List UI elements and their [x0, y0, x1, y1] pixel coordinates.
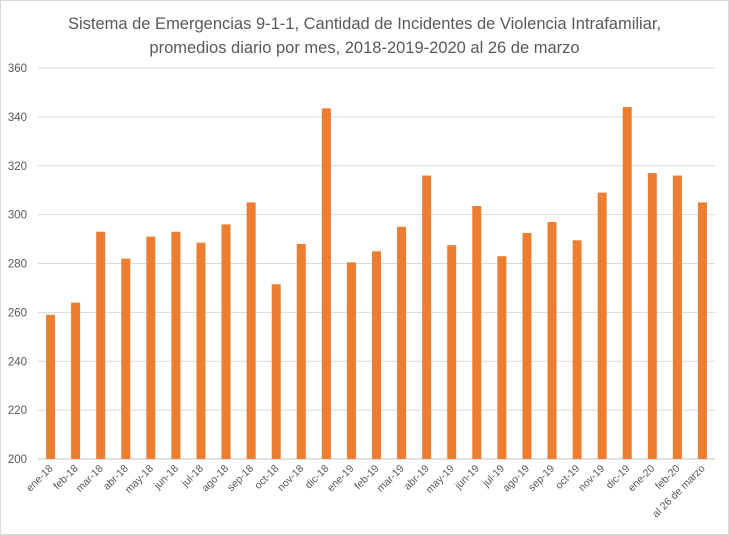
y-tick-label: 280	[8, 259, 27, 271]
x-tick-label: sep-18	[225, 463, 256, 494]
chart-title: Sistema de Emergencias 9-1-1, Cantidad d…	[67, 15, 662, 33]
bar	[622, 107, 632, 459]
y-tick-label: 340	[8, 112, 27, 124]
bar	[221, 224, 231, 459]
bar	[321, 108, 331, 460]
bar	[46, 314, 56, 459]
x-tick-label: jun-19	[452, 463, 482, 493]
y-axis: 200 220 240 260 280 300 320 340 360	[8, 63, 27, 466]
bar	[71, 302, 81, 459]
bar	[447, 245, 457, 459]
bar	[522, 232, 532, 459]
chart-title-block: Sistema de Emergencias 9-1-1, Cantidad d…	[0, 12, 729, 60]
bar	[697, 202, 707, 459]
x-tick-label: mar-18	[74, 463, 106, 495]
x-tick-label: ago-18	[200, 463, 232, 495]
y-tick-label: 300	[8, 210, 27, 222]
bar	[196, 242, 206, 459]
x-tick-label: may-19	[424, 463, 457, 496]
y-tick-label: 220	[8, 405, 27, 417]
x-tick-label: nov-19	[576, 463, 607, 494]
x-tick-label: sep-19	[526, 463, 557, 494]
bar	[271, 284, 281, 459]
y-tick-label: 240	[8, 356, 27, 368]
bar	[171, 231, 181, 459]
x-tick-label: nov-18	[275, 463, 306, 494]
bar	[397, 226, 407, 459]
x-tick-label: ene-18	[24, 463, 56, 495]
bar	[346, 262, 356, 459]
y-tick-label: 320	[8, 161, 27, 173]
bars	[46, 107, 707, 460]
y-tick-label: 360	[8, 63, 27, 75]
x-tick-label: jun-18	[151, 463, 181, 493]
y-tick-label: 260	[8, 307, 27, 319]
bar	[146, 236, 156, 459]
bar	[422, 175, 432, 459]
y-tick-label: 200	[8, 454, 27, 466]
bar	[121, 258, 131, 459]
x-tick-label: ene-19	[325, 463, 357, 495]
bar	[597, 192, 607, 459]
bar	[672, 175, 682, 459]
x-tick-label: ago-19	[500, 463, 532, 495]
bar	[647, 173, 657, 460]
bar	[372, 251, 381, 459]
bar	[246, 202, 256, 459]
bar	[572, 240, 582, 459]
chart-subtitle: promedios diario por mes, 2018-2019-2020…	[149, 39, 580, 57]
bar	[547, 221, 557, 459]
bar	[472, 206, 482, 459]
x-tick-label: may-18	[123, 463, 156, 496]
bar	[296, 243, 306, 459]
x-axis: ene-18feb-18mar-18abr-18may-18jun-18jul-…	[24, 463, 708, 521]
bar	[497, 256, 507, 459]
bar	[96, 231, 106, 459]
x-tick-label: ene-20	[626, 463, 658, 495]
x-tick-label: mar-19	[375, 463, 407, 495]
